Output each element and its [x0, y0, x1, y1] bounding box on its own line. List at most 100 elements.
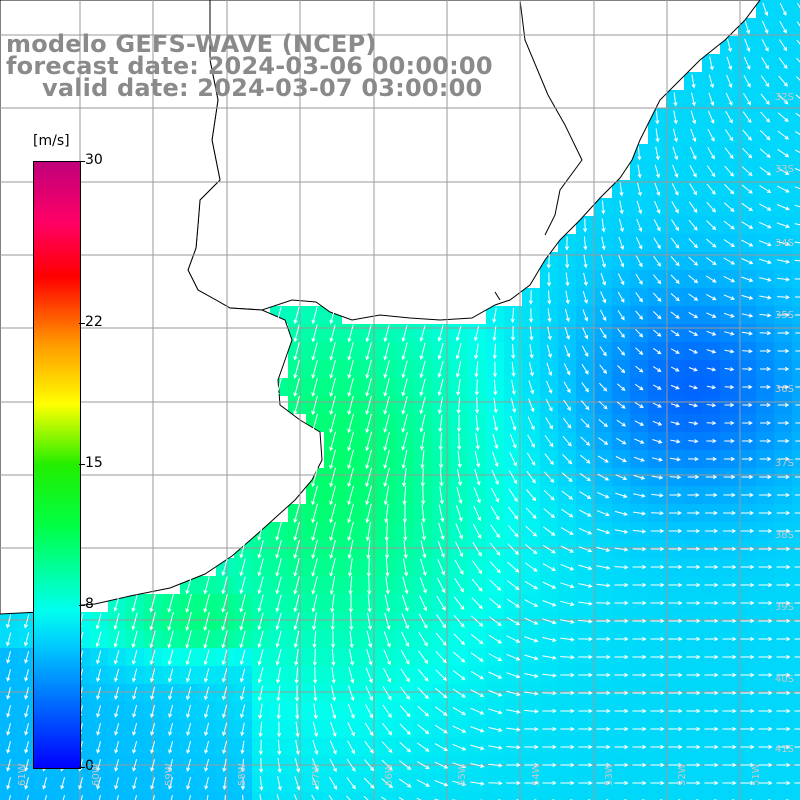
wind-arrow [348, 557, 353, 578]
wind-arrow [492, 433, 499, 450]
wind-arrow [506, 709, 521, 714]
wind-arrow [617, 310, 625, 321]
wind-arrow [276, 721, 282, 738]
wind-arrow [239, 686, 246, 701]
wind-arrow [547, 308, 552, 323]
wind-arrow [474, 379, 479, 396]
wind-arrow [542, 655, 557, 660]
wind-arrow [776, 780, 791, 786]
wind-arrow [704, 636, 719, 642]
wind-arrow [313, 685, 318, 702]
wind-arrow [740, 600, 755, 606]
wind-arrow [614, 654, 629, 660]
wind-arrow [293, 342, 300, 361]
wind-arrow [452, 670, 466, 681]
wind-arrow [511, 361, 516, 378]
wind-arrow [760, 111, 771, 123]
wind-arrow [759, 166, 772, 176]
wind-arrow [364, 722, 374, 737]
wind-arrow [650, 708, 665, 714]
wind-arrow [346, 795, 351, 800]
wind-arrow [294, 758, 301, 773]
wind-arrow [294, 667, 299, 684]
wind-arrow [258, 703, 263, 720]
wind-arrow [742, 384, 753, 390]
wind-arrow [475, 397, 480, 414]
wind-arrow [670, 366, 680, 372]
wind-arrow [795, 350, 800, 352]
wind-cell [0, 792, 18, 800]
wind-arrow [475, 415, 480, 432]
wind-arrow [741, 184, 753, 194]
colorbar-tick-label: 0 [85, 758, 94, 774]
wind-arrow [578, 583, 593, 588]
wind-arrow [185, 611, 192, 632]
wind-arrow [96, 668, 102, 683]
wind-arrow [635, 310, 644, 320]
wind-arrow [114, 705, 120, 718]
wind-arrow [760, 402, 771, 408]
wind-arrow [524, 780, 539, 786]
wind-arrow [240, 758, 245, 773]
wind-arrow [652, 329, 662, 337]
wind-arrow [617, 365, 626, 374]
wind-arrow [242, 794, 244, 800]
wind-arrow [654, 200, 661, 214]
wind-arrow [777, 438, 790, 444]
wind-arrow [652, 311, 662, 320]
longitude-label: 56W [384, 763, 395, 786]
wind-arrow [168, 722, 174, 737]
wind-arrow [528, 380, 535, 395]
wind-arrow [399, 778, 412, 788]
wind-arrow [6, 723, 11, 736]
wind-arrow [524, 654, 539, 661]
latitude-label: 36S [774, 384, 794, 395]
wind-arrow [470, 652, 484, 662]
wind-arrow [401, 432, 408, 451]
wind-arrow [365, 395, 372, 416]
wind-arrow [560, 780, 575, 786]
wind-arrow [258, 757, 264, 774]
wind-arrow [691, 92, 696, 107]
wind-arrow [582, 309, 589, 322]
wind-arrow [758, 618, 773, 624]
wind-arrow [331, 648, 336, 667]
latitude-label: 37S [774, 458, 794, 469]
wind-arrow [525, 525, 538, 537]
wind-arrow [759, 203, 772, 211]
wind-arrow [329, 342, 336, 361]
latitude-label: 38S [774, 530, 794, 541]
longitude-label: 52W [677, 763, 688, 786]
wind-arrow [777, 402, 790, 408]
wind-arrow [777, 474, 790, 480]
wind-arrow [150, 740, 156, 754]
wind-arrow [619, 182, 624, 197]
colorbar-tick-label: 15 [85, 455, 103, 471]
wind-cell [792, 198, 800, 216]
wind-arrow [295, 739, 300, 756]
wind-arrow [311, 539, 318, 560]
wind-arrow [329, 503, 336, 524]
wind-arrow [616, 383, 626, 391]
wind-arrow [742, 111, 752, 124]
wind-arrow [506, 762, 521, 768]
wind-arrow [652, 292, 662, 302]
wind-arrow [759, 130, 771, 141]
wind-arrow [599, 364, 607, 375]
wind-arrow [277, 776, 282, 791]
wind-arrow [688, 256, 699, 266]
wind-arrow [758, 654, 773, 660]
wind-cell [504, 792, 522, 800]
wind-arrow [544, 453, 554, 466]
wind-arrow [669, 475, 682, 480]
wind-arrow [312, 721, 319, 738]
wind-arrow [542, 618, 557, 625]
wind-arrow [614, 672, 629, 678]
wind-cell [792, 54, 800, 72]
wind-arrow [740, 654, 755, 660]
wind-arrow [311, 395, 318, 416]
wind-arrow [686, 546, 701, 552]
wind-cell [792, 18, 800, 36]
wind-arrow [436, 614, 446, 629]
wind-arrow [347, 449, 354, 470]
